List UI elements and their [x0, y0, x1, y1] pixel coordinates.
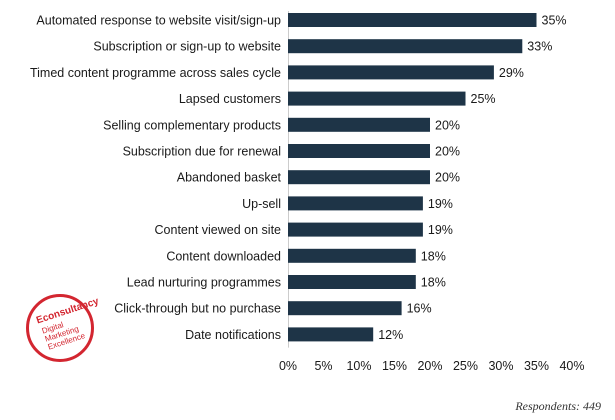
- data-label: 16%: [407, 302, 432, 316]
- data-label: 12%: [378, 328, 403, 342]
- data-label: 20%: [435, 118, 460, 132]
- x-tick-label: 35%: [524, 359, 549, 373]
- data-labels: 35% 33%29%25% 20% 20% 20% 19% 19% 18% 18% 16% 12%: [378, 14, 566, 342]
- data-label: 19%: [428, 223, 453, 237]
- data-label: 35%: [542, 14, 567, 28]
- bar: [288, 222, 423, 237]
- data-label: 18%: [421, 249, 446, 263]
- bar: [288, 117, 430, 132]
- category-label: Date notifications: [185, 328, 281, 342]
- x-tick-label: 25%: [453, 359, 478, 373]
- category-label: Content downloaded: [166, 249, 281, 263]
- bar: [288, 65, 494, 80]
- data-label: 19%: [428, 197, 453, 211]
- data-label: 33%: [527, 40, 552, 54]
- category-label: Subscription due for renewal: [123, 145, 281, 159]
- econsultancy-logo: Econsultancy Digital Marketing Excellenc…: [26, 294, 100, 362]
- x-tick-label: 30%: [488, 359, 513, 373]
- respondents-note: Respondents: 449: [515, 399, 601, 413]
- data-label: 20%: [435, 145, 460, 159]
- category-label: Selling complementary products: [103, 118, 281, 132]
- x-tick-label: 0%: [279, 359, 297, 373]
- x-tick-label: 20%: [417, 359, 442, 373]
- category-label: Lead nurturing programmes: [127, 276, 281, 290]
- bar: [288, 39, 523, 54]
- category-label: Subscription or sign-up to website: [93, 40, 281, 54]
- x-axis-tick-labels: 0% 5% 10% 15% 20% 25% 30% 35% 40%: [279, 359, 585, 373]
- bar: [288, 13, 537, 27]
- bars: [288, 13, 537, 342]
- category-label: Abandoned basket: [177, 171, 282, 185]
- data-label: 25%: [471, 92, 496, 106]
- bar: [288, 275, 416, 289]
- x-tick-label: 5%: [314, 359, 332, 373]
- bar: [288, 248, 416, 263]
- data-label: 18%: [421, 276, 446, 290]
- x-tick-label: 10%: [346, 359, 371, 373]
- bar: [288, 144, 430, 158]
- bar: [288, 170, 430, 185]
- bar: [288, 91, 466, 106]
- category-label: Timed content programme across sales cyc…: [30, 66, 281, 80]
- category-label: Automated response to website visit/sign…: [36, 14, 281, 28]
- category-labels: Automated response to website visit/sign…: [30, 14, 282, 342]
- x-tick-label: 40%: [559, 359, 584, 373]
- category-label: Click-through but no purchase: [114, 302, 281, 316]
- data-label: 20%: [435, 171, 460, 185]
- category-label: Up-sell: [242, 197, 281, 211]
- x-tick-label: 15%: [382, 359, 407, 373]
- data-label: 29%: [499, 66, 524, 80]
- bar: [288, 327, 374, 342]
- category-label: Lapsed customers: [179, 92, 281, 106]
- category-label: Content viewed on site: [155, 223, 282, 237]
- bar: [288, 196, 423, 211]
- bar: [288, 301, 402, 316]
